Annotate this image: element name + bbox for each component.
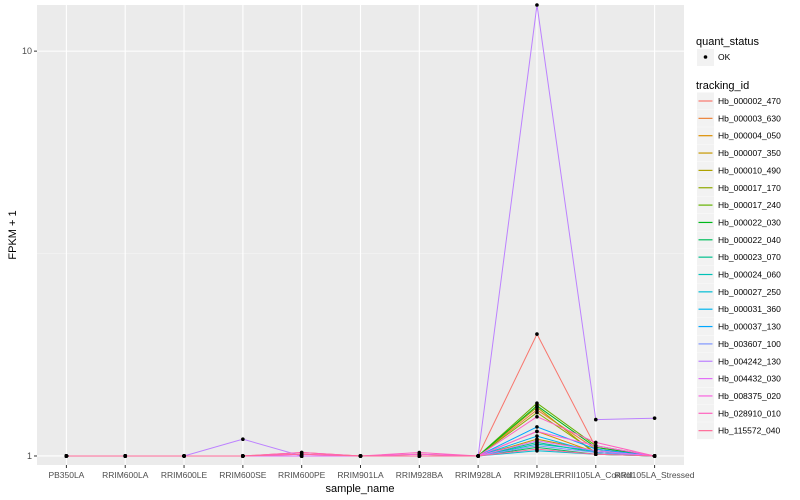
- data-point: [535, 408, 539, 412]
- legend-label: Hb_000010_490: [718, 165, 781, 175]
- x-tick-label: RRIM600SE: [219, 470, 267, 480]
- x-tick-label: RRIM928BA: [396, 470, 444, 480]
- data-point: [535, 332, 539, 336]
- legend-label: Hb_004242_130: [718, 356, 781, 366]
- y-axis-title: FPKM + 1: [7, 210, 19, 259]
- legend-series-entries: Hb_000002_470 Hb_000003_630 Hb_000004_050 H…: [697, 92, 781, 440]
- data-point: [182, 454, 186, 458]
- legend-label: Hb_115572_040: [718, 426, 781, 436]
- legend-label: Hb_000037_130: [718, 322, 781, 332]
- legend-label: Hb_000002_470: [718, 96, 781, 106]
- data-point: [535, 429, 539, 434]
- legend-marker-entries: OK: [697, 49, 731, 66]
- data-point: [535, 3, 539, 7]
- data-point: [535, 443, 539, 448]
- legend-label: Hb_004432_030: [718, 374, 781, 384]
- x-tick-label: RRIM928LE: [514, 470, 561, 480]
- x-tick-label: RRIM928LA: [455, 470, 502, 480]
- x-tick-label: RRIM600PE: [278, 470, 326, 480]
- data-point: [593, 443, 598, 448]
- data-point: [241, 437, 245, 442]
- data-point: [535, 439, 539, 443]
- data-point: [417, 450, 422, 455]
- legend-label: Hb_000004_050: [718, 131, 781, 141]
- data-point: [476, 454, 480, 458]
- data-point: [535, 404, 539, 408]
- data-point: [535, 434, 539, 438]
- data-point: [123, 454, 128, 458]
- x-tick-label: RRII105LA_Stressed: [615, 470, 695, 480]
- data-point: [652, 454, 657, 458]
- y-tick-label: 1: [27, 451, 32, 461]
- legend-label: Hb_000031_360: [718, 304, 781, 314]
- x-tick-label: RRIM600LE: [161, 470, 208, 480]
- legend-label: Hb_000023_070: [718, 252, 781, 262]
- data-point: [241, 454, 245, 458]
- data-point: [535, 414, 539, 419]
- x-axis-title: sample_name: [325, 483, 394, 495]
- data-point: [299, 452, 304, 457]
- data-point: [593, 452, 598, 457]
- legend-label: Hb_000017_240: [718, 200, 781, 210]
- x-tick-label: RRIM600LA: [102, 470, 149, 480]
- legend-marker-ok: [703, 55, 708, 59]
- data-point: [64, 454, 69, 458]
- data-point: [593, 448, 598, 453]
- y-tick-label: 10: [22, 46, 32, 56]
- data-point: [593, 440, 598, 445]
- x-tick-label: RRII105LA_Control: [559, 470, 633, 480]
- x-tick-label: PB350LA: [48, 470, 84, 480]
- legend-label: Hb_000022_040: [718, 235, 781, 245]
- legend-label: Hb_028910_010: [718, 408, 781, 418]
- x-axis-ticks: PB350LA RRIM600LA RRIM600LE RRIM600SE RRIM60…: [48, 465, 695, 480]
- legend-label: Hb_000017_170: [718, 183, 781, 193]
- legend-title-quant-status: quant_status: [696, 36, 759, 48]
- data-point: [652, 416, 657, 420]
- data-points: [64, 3, 657, 458]
- legend-title-tracking-id: tracking_id: [696, 80, 749, 92]
- data-point: [417, 454, 422, 458]
- legend-label: Hb_000027_250: [718, 287, 781, 297]
- legend-label: Hb_000003_630: [718, 113, 781, 123]
- legend-label: Hb_003607_100: [718, 339, 781, 349]
- data-point: [535, 401, 539, 406]
- data-point: [593, 417, 598, 422]
- data-point: [535, 425, 539, 429]
- legend-label: Hb_000007_350: [718, 148, 781, 158]
- data-point: [535, 410, 539, 415]
- legend: quant_status OK tracking_id Hb_000002_47…: [696, 36, 781, 440]
- legend-label: Hb_008375_020: [718, 391, 781, 401]
- data-point: [535, 447, 539, 451]
- legend-label: Hb_000024_060: [718, 270, 781, 280]
- y-axis-ticks: 1 10: [22, 46, 37, 461]
- x-tick-label: RRIM901LA: [337, 470, 384, 480]
- data-point: [358, 454, 363, 458]
- legend-label: OK: [718, 52, 731, 62]
- legend-label: Hb_000022_030: [718, 217, 781, 227]
